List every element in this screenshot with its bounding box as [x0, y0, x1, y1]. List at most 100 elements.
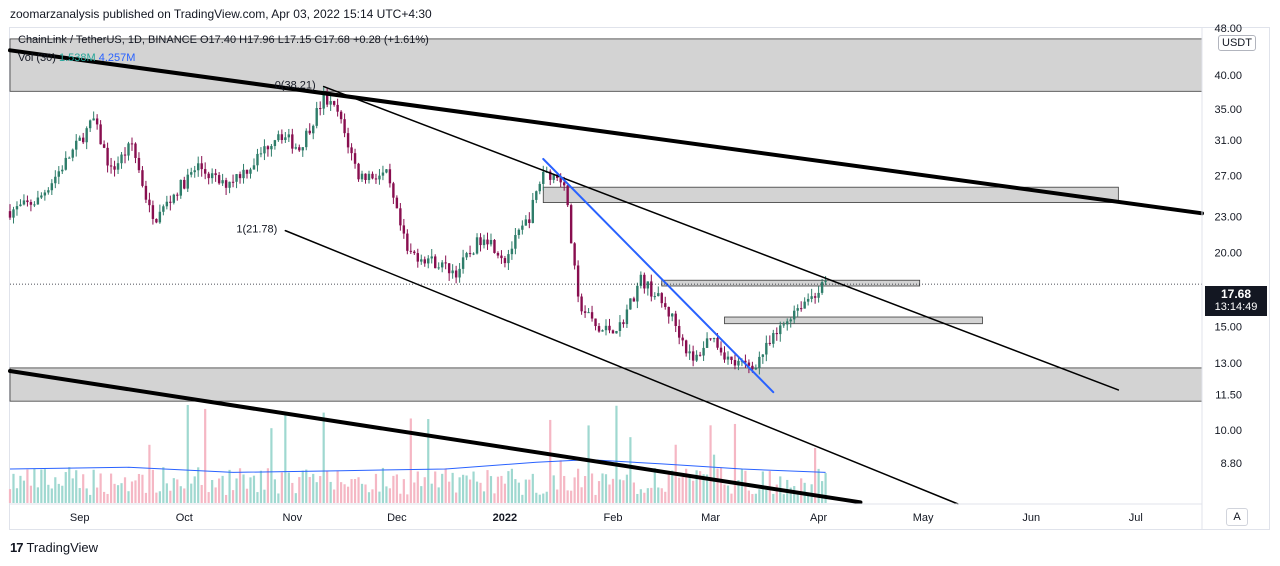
- volume-bar: [137, 473, 141, 503]
- volume-bar: [211, 479, 214, 503]
- candle-body: [315, 108, 318, 126]
- volume-bar: [618, 479, 622, 503]
- volume-bar: [597, 481, 601, 503]
- volume-bar: [43, 469, 46, 503]
- volume-bar: [197, 467, 200, 503]
- volume-bar: [646, 488, 649, 503]
- volume-bar: [346, 486, 350, 503]
- auto-scale-button[interactable]: A: [1226, 508, 1248, 526]
- volume-bar: [155, 492, 158, 503]
- volume-bar: [92, 469, 95, 503]
- candle-body: [744, 360, 747, 363]
- currency-selector[interactable]: USDT: [1218, 35, 1256, 51]
- volume-ma-line: [9, 459, 826, 473]
- candle-body: [479, 237, 482, 246]
- volume-bar: [207, 492, 210, 503]
- candle-body: [256, 153, 259, 166]
- candle-body: [318, 108, 322, 110]
- candle-body: [102, 144, 106, 148]
- volume-bar: [468, 479, 472, 503]
- candle-body: [221, 180, 224, 184]
- volume-bar: [455, 492, 458, 503]
- candle-body: [726, 356, 730, 360]
- volume-bar: [374, 473, 378, 503]
- candle-body: [367, 173, 371, 181]
- volume-bar: [287, 472, 290, 503]
- candle-body: [50, 183, 54, 191]
- candle-body: [266, 146, 270, 150]
- candle-body: [611, 330, 615, 334]
- candle-body: [810, 296, 813, 299]
- y-tick-label: 27.00: [1214, 171, 1242, 183]
- volume-bar: [583, 476, 587, 503]
- volume-bar: [430, 483, 433, 503]
- volume-bar: [489, 476, 493, 503]
- candle-body: [601, 330, 604, 332]
- volume-bar: [486, 470, 489, 503]
- candle-body: [190, 172, 193, 175]
- volume-bar: [238, 468, 242, 503]
- candle-body: [566, 185, 569, 206]
- volume-bar: [685, 468, 688, 503]
- publish-info: zoomarzanalysis published on TradingView…: [10, 7, 432, 21]
- candle-body: [127, 143, 130, 156]
- volume-bar: [33, 468, 36, 503]
- volume-bar: [57, 483, 60, 503]
- candle-body: [569, 205, 573, 244]
- volume-bar: [458, 477, 461, 503]
- candle-body: [214, 173, 217, 176]
- y-tick-label: 15.00: [1214, 321, 1242, 333]
- candle-body: [298, 147, 301, 151]
- chart-frame[interactable]: [9, 27, 1270, 530]
- close-value: C17.68: [314, 34, 350, 46]
- volume-bar: [737, 480, 740, 503]
- volume-bar: [542, 493, 545, 503]
- candle-body: [75, 140, 78, 150]
- candle-body: [130, 143, 134, 145]
- volume-bar: [545, 491, 548, 503]
- volume-bar: [109, 473, 113, 503]
- volume-bar: [608, 484, 611, 503]
- candle-body: [346, 133, 350, 148]
- volume-bar: [699, 471, 702, 503]
- candle-body: [207, 173, 210, 179]
- candle-body: [608, 325, 611, 331]
- volume-bar: [357, 477, 360, 503]
- volume-bar: [615, 405, 618, 503]
- volume-bar: [570, 490, 573, 503]
- volume-bar: [350, 479, 353, 503]
- candle-body: [371, 173, 374, 179]
- candle-body: [238, 174, 242, 179]
- annotations: 0(38.21) 1(21.78): [236, 79, 315, 235]
- volume-bar: [47, 484, 50, 503]
- volume-bar: [573, 477, 576, 503]
- volume-bar: [381, 467, 385, 503]
- horizontal-zones: [9, 38, 1203, 402]
- candle-body: [259, 153, 263, 155]
- volume-bar: [78, 488, 81, 503]
- volume-bar: [144, 492, 148, 503]
- candle-body: [779, 325, 782, 335]
- candle-body: [339, 111, 343, 120]
- volume-bar: [556, 489, 559, 503]
- candle-body: [496, 252, 500, 256]
- volume-bar: [563, 475, 566, 503]
- volume-bar: [301, 470, 304, 503]
- volume-bar: [322, 412, 325, 503]
- trendline: [8, 368, 863, 505]
- candle-body: [629, 298, 632, 310]
- candle-body: [542, 171, 545, 184]
- volume-bar: [333, 489, 336, 503]
- candle-body: [224, 180, 228, 188]
- volume-bar: [420, 486, 423, 503]
- candle-body: [54, 176, 57, 184]
- volume-bar: [461, 474, 465, 503]
- candle-body: [64, 157, 67, 170]
- volume-bar: [242, 474, 245, 503]
- volume-bar: [496, 476, 500, 503]
- fib-label: 0(38.21): [275, 79, 316, 91]
- candle-body: [667, 306, 670, 317]
- volume-bar: [472, 471, 475, 503]
- x-tick-label: May: [913, 512, 934, 524]
